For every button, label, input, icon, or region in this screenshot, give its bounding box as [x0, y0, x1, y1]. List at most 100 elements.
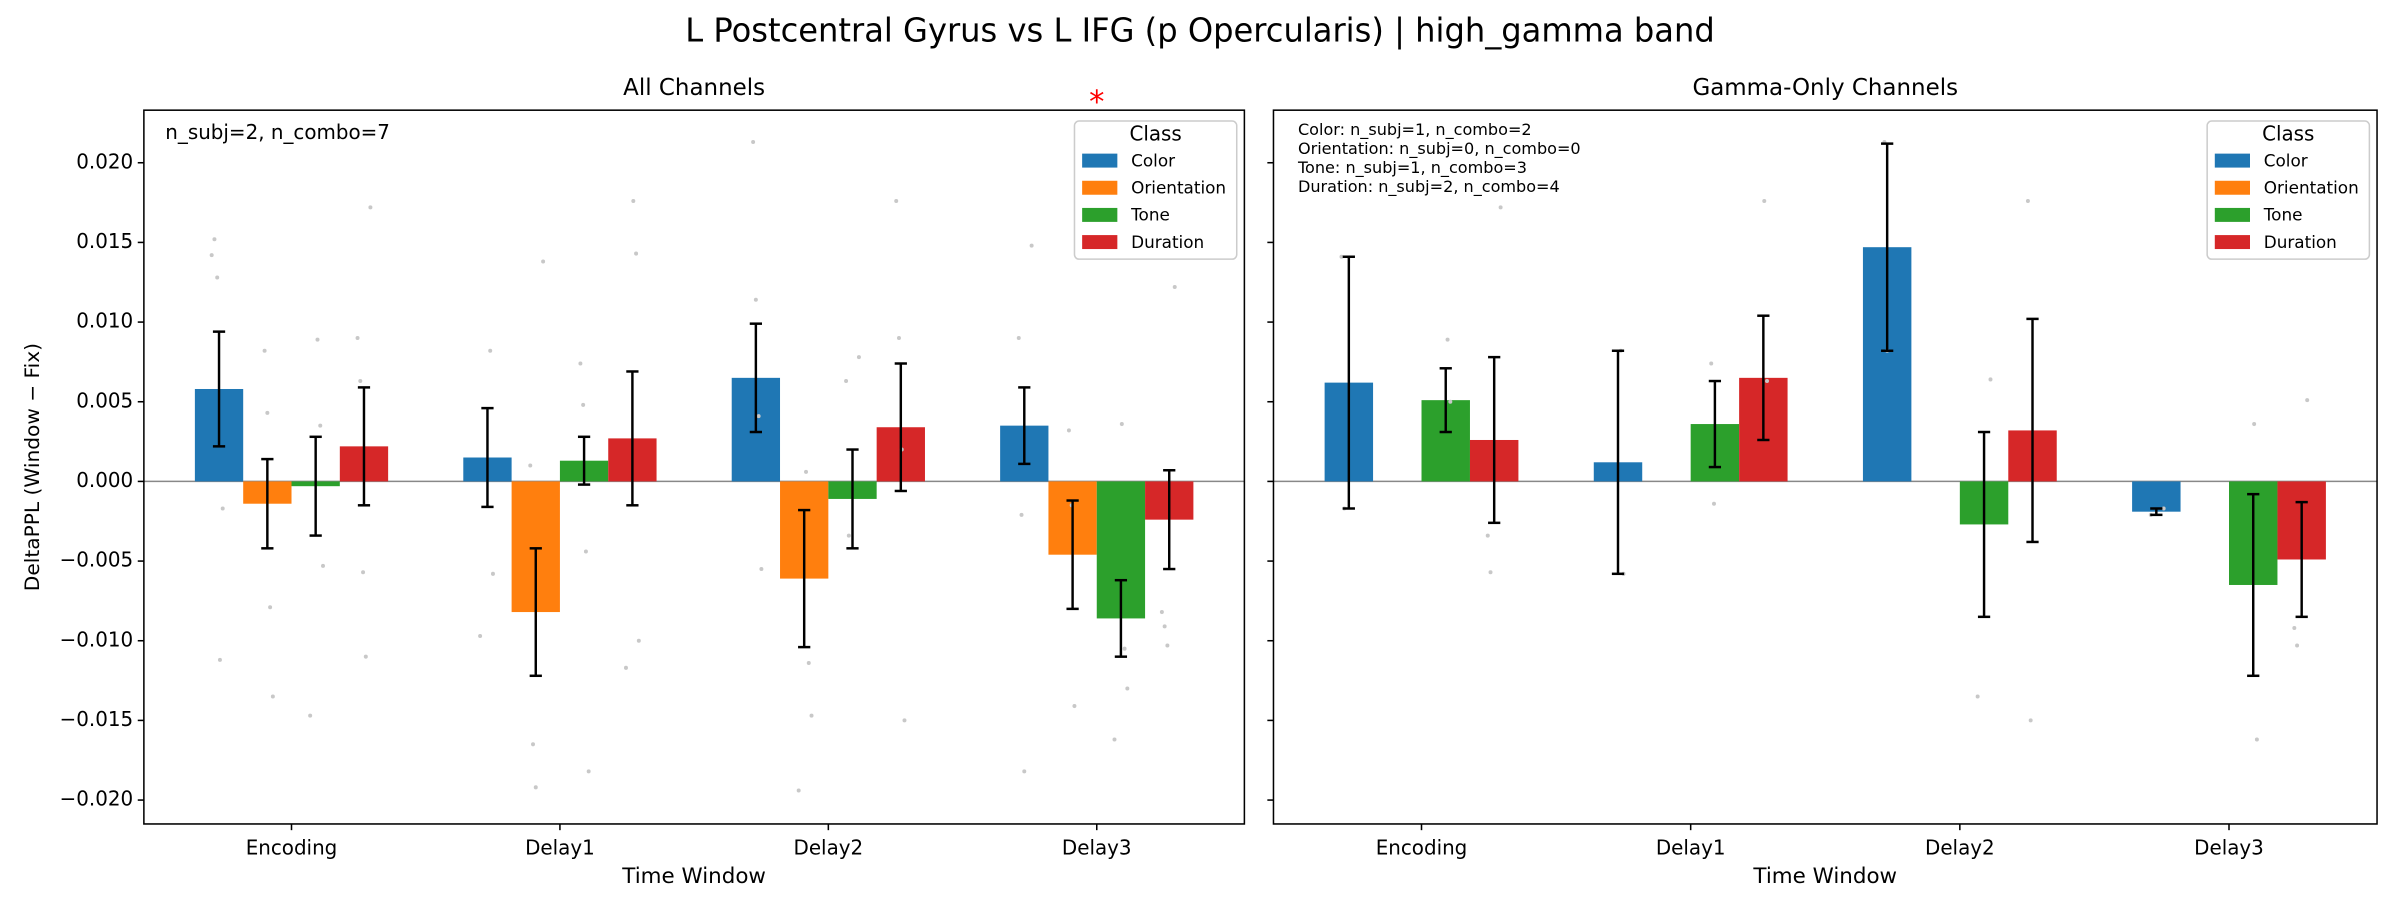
data-point: [894, 198, 899, 204]
data-point: [1498, 205, 1503, 210]
error-bar: [626, 370, 639, 507]
error-bar: [846, 448, 859, 550]
error-bar: [1163, 469, 1176, 571]
data-point: [578, 361, 583, 366]
error-bar: [2247, 492, 2260, 678]
error-bar: [1018, 386, 1031, 466]
data-point: [1975, 694, 1980, 699]
legend-swatch: [1082, 207, 1118, 222]
legend-swatch: [1082, 180, 1118, 195]
data-point: [318, 423, 323, 428]
data-point: [1709, 361, 1714, 366]
data-point: [315, 337, 320, 342]
data-point: [490, 571, 495, 576]
legend-label: Color: [2264, 150, 2308, 170]
legend-swatch: [1082, 235, 1118, 250]
data-point: [262, 348, 267, 353]
data-point: [846, 533, 851, 538]
axes-frame: [143, 109, 1246, 825]
data-point: [478, 633, 483, 638]
x-tick-label: Delay1: [525, 835, 595, 859]
data-point: [856, 355, 861, 360]
data-point: [1119, 422, 1124, 427]
x-axis-label: Time Window: [621, 864, 766, 889]
error-bar: [1757, 314, 1770, 442]
data-point: [1112, 737, 1117, 742]
y-axis-label: DeltaPPL (Window − Fix): [20, 343, 44, 591]
data-point: [308, 713, 313, 718]
legend-swatch: [2214, 180, 2250, 195]
data-point: [1165, 643, 1170, 648]
data-point: [361, 570, 366, 575]
y-tick-label: −0.010: [60, 627, 134, 651]
error-bar: [1114, 578, 1128, 658]
legend-label: Orientation: [1131, 177, 1226, 197]
data-point: [1339, 254, 1344, 259]
legend-swatch: [2214, 207, 2250, 222]
x-tick-label: Delay1: [1656, 835, 1726, 859]
significance-marker: *: [1089, 84, 1104, 120]
data-point: [896, 335, 901, 341]
x-tick-label: Encoding: [246, 835, 338, 859]
error-bar: [1488, 355, 1501, 525]
data-point: [751, 140, 756, 145]
data-point: [220, 506, 225, 511]
data-point: [1765, 379, 1770, 384]
data-point: [583, 549, 588, 554]
error-bar: [261, 457, 274, 550]
data-point: [541, 259, 546, 264]
data-point: [2252, 422, 2257, 427]
error-bar: [1708, 379, 1722, 469]
error-bar: [749, 322, 762, 434]
data-point: [321, 563, 326, 568]
data-point: [1488, 570, 1493, 575]
error-bar: [1439, 367, 1452, 434]
data-point: [265, 410, 270, 415]
error-bar: [481, 406, 494, 509]
data-point: [1016, 335, 1021, 341]
y-tick-label: −0.015: [60, 707, 134, 731]
error-bar: [529, 547, 542, 678]
legend: Class Color Orientation Tone Duration: [1073, 120, 1238, 260]
error-bar: [1066, 499, 1079, 611]
data-point: [215, 275, 220, 280]
data-point: [270, 694, 275, 699]
x-tick-label: Delay2: [794, 835, 864, 859]
legend: Class Color Orientation Tone Duration: [2206, 120, 2371, 260]
data-point: [1485, 533, 1490, 538]
data-point: [844, 379, 849, 384]
axes-frame: [1272, 109, 2378, 825]
panel-title: Gamma-Only Channels: [1692, 75, 1958, 101]
data-point: [1762, 198, 1767, 204]
data-point: [1172, 285, 1177, 290]
y-tick-label: −0.020: [60, 786, 134, 810]
x-axis-label: Time Window: [1752, 864, 1897, 889]
error-bar: [212, 330, 226, 448]
data-point: [358, 379, 363, 384]
panel-title: All Channels: [623, 75, 765, 101]
x-tick-label: Delay2: [1925, 835, 1995, 859]
error-bar: [2295, 500, 2308, 619]
data-point: [1159, 610, 1164, 615]
data-point: [1711, 501, 1716, 506]
y-tick-label: 0.005: [76, 388, 133, 412]
error-bar: [2150, 507, 2163, 517]
data-point: [1988, 377, 1993, 382]
data-point: [631, 198, 636, 204]
data-point: [586, 769, 591, 774]
data-point: [488, 348, 493, 353]
error-bar: [577, 435, 591, 486]
error-bar: [1342, 255, 1355, 510]
legend-title: Class: [2262, 121, 2314, 145]
data-point: [209, 253, 214, 258]
x-tick-label: Delay3: [1062, 835, 1132, 859]
data-point: [2254, 737, 2259, 742]
error-bar: [894, 362, 907, 493]
data-point: [268, 605, 273, 610]
data-point: [368, 205, 373, 210]
data-point: [806, 661, 811, 666]
y-tick-label: 0.020: [76, 149, 133, 173]
legend-title: Class: [1129, 121, 1181, 145]
